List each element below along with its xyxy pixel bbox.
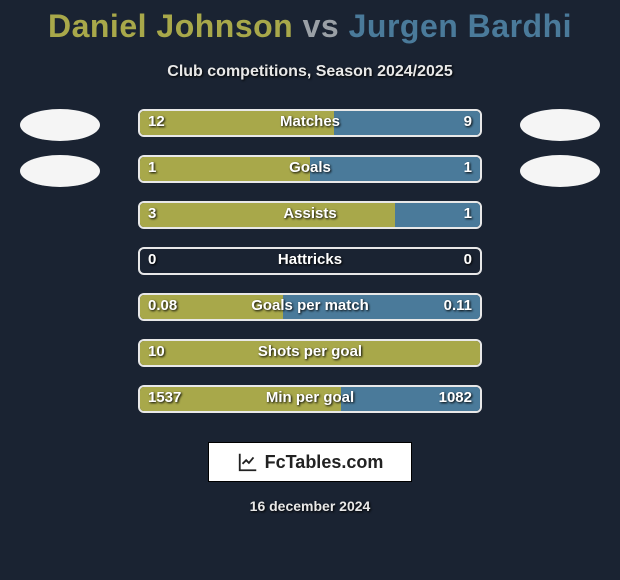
chart-icon — [237, 451, 259, 473]
brand-logo: FcTables.com — [208, 442, 412, 482]
stat-row: 00Hattricks — [0, 247, 620, 293]
stat-label: Goals — [0, 159, 620, 176]
stat-label: Hattricks — [0, 251, 620, 268]
stat-label: Goals per match — [0, 297, 620, 314]
stats-chart: 129Matches11Goals31Assists00Hattricks0.0… — [0, 109, 620, 431]
comparison-title: Daniel Johnson vs Jurgen Bardhi — [0, 0, 620, 45]
stat-row: 0.080.11Goals per match — [0, 293, 620, 339]
player1-name: Daniel Johnson — [48, 8, 293, 44]
stat-label: Shots per goal — [0, 343, 620, 360]
vs-text: vs — [303, 8, 340, 44]
brand-text: FcTables.com — [265, 452, 384, 473]
stat-label: Min per goal — [0, 389, 620, 406]
stat-row: 10Shots per goal — [0, 339, 620, 385]
stat-label: Assists — [0, 205, 620, 222]
subtitle: Club competitions, Season 2024/2025 — [0, 63, 620, 81]
stat-row: 15371082Min per goal — [0, 385, 620, 431]
date-text: 16 december 2024 — [0, 498, 620, 514]
stat-row: 31Assists — [0, 201, 620, 247]
stat-row: 129Matches — [0, 109, 620, 155]
stat-label: Matches — [0, 113, 620, 130]
stat-row: 11Goals — [0, 155, 620, 201]
player2-name: Jurgen Bardhi — [349, 8, 572, 44]
